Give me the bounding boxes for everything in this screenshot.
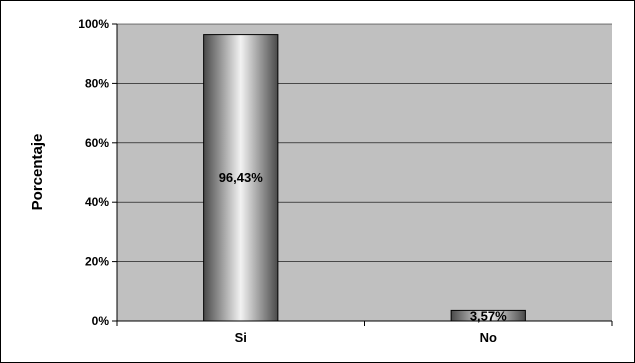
bars	[203, 34, 526, 322]
y-axis-title: Porcentaje	[29, 134, 46, 211]
gridlines	[117, 23, 612, 262]
x-axis-labels: Si No	[116, 321, 613, 345]
y-tick-label: 0%	[92, 314, 110, 328]
y-tick-label: 100%	[78, 17, 109, 31]
y-tick-label: 40%	[85, 195, 109, 209]
plot-area	[117, 24, 612, 321]
bar-si	[203, 34, 279, 322]
data-label: 3,57%	[470, 309, 507, 324]
y-tick-label: 20%	[85, 255, 109, 269]
data-labels: 96,43% 3,57%	[219, 170, 507, 324]
x-category-label: Si	[235, 330, 247, 345]
data-label: 96,43%	[219, 170, 264, 185]
y-tick-label: 80%	[85, 76, 109, 90]
y-axis-ticks: 0% 20% 40% 60% 80% 100%	[78, 17, 117, 328]
y-tick-label: 60%	[85, 136, 109, 150]
x-category-label: No	[480, 330, 497, 345]
